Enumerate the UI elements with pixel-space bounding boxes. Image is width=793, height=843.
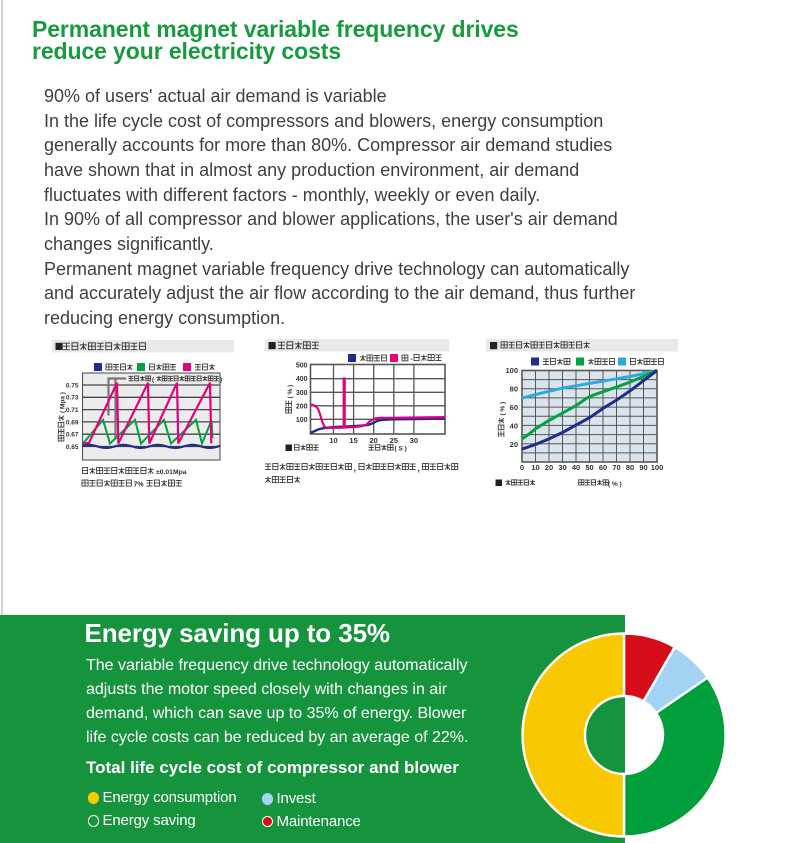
svg-text:0: 0	[520, 463, 524, 472]
svg-text:20: 20	[545, 463, 553, 472]
svg-text:30: 30	[558, 463, 566, 472]
svg-text:0.69: 0.69	[66, 419, 79, 426]
svg-text:40: 40	[572, 463, 580, 472]
svg-text:15: 15	[349, 436, 357, 445]
svg-text:): )	[220, 376, 222, 383]
svg-text:80: 80	[510, 385, 518, 394]
svg-text:100: 100	[651, 463, 664, 472]
svg-text:100: 100	[296, 417, 308, 424]
svg-text:(: (	[152, 376, 155, 383]
svg-text:80: 80	[626, 463, 634, 472]
svg-text:0.75: 0.75	[66, 382, 79, 389]
svg-text:0.71: 0.71	[66, 407, 79, 414]
svg-text:,: ,	[354, 463, 357, 473]
svg-text:60: 60	[510, 403, 518, 412]
svg-text:0.65: 0.65	[66, 444, 79, 451]
svg-text:40: 40	[510, 422, 518, 431]
svg-text:10: 10	[329, 436, 337, 445]
svg-text:30: 30	[410, 436, 418, 445]
svg-text:50: 50	[585, 463, 593, 472]
svg-text:100: 100	[505, 366, 518, 375]
svg-text:( S ): ( S )	[395, 446, 407, 453]
svg-text:70: 70	[612, 463, 620, 472]
svg-text:±0.01Mpa: ±0.01Mpa	[156, 469, 187, 476]
svg-text:7%: 7%	[134, 481, 145, 488]
svg-text:0.73: 0.73	[66, 395, 79, 402]
svg-text:400: 400	[296, 376, 308, 383]
svg-text:300: 300	[296, 390, 308, 397]
svg-text:10: 10	[531, 463, 539, 472]
svg-text:-: -	[410, 354, 413, 363]
svg-text:500: 500	[296, 363, 308, 370]
svg-text:90: 90	[639, 463, 647, 472]
svg-text:60: 60	[599, 463, 607, 472]
svg-text:20: 20	[510, 440, 518, 449]
svg-text:20: 20	[370, 436, 378, 445]
svg-text:( Mpa ): ( Mpa )	[60, 392, 67, 413]
svg-text:,: ,	[418, 463, 421, 473]
svg-text:25: 25	[390, 436, 398, 445]
svg-text:200: 200	[296, 403, 308, 410]
svg-text:( % ): ( % )	[287, 385, 294, 399]
svg-text:( % ): ( % )	[608, 481, 622, 488]
svg-text:( % ): ( % )	[500, 402, 507, 416]
svg-text:0.67: 0.67	[66, 432, 79, 439]
